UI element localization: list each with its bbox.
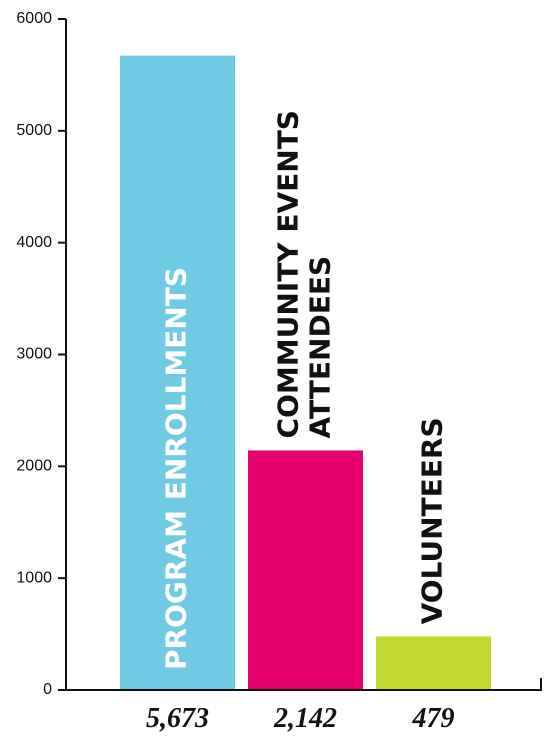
category-label-1: PROGRAM ENROLLMENTS xyxy=(160,267,193,670)
y-ticks-layer: 0 1000 2000 3000 4000 5000 6000 xyxy=(16,10,66,698)
value-label-2: 2,142 xyxy=(273,703,337,734)
bar-2 xyxy=(248,450,363,690)
y-tick-label-4000: 4000 xyxy=(16,234,52,251)
y-tick-label-1000: 1000 xyxy=(16,569,52,586)
bar-3 xyxy=(376,636,491,690)
y-tick-label-5000: 5000 xyxy=(16,122,52,139)
category-label-2: COMMUNITY EVENTS ATTENDEES xyxy=(272,110,337,438)
value-labels-layer: 5,673 2,142 479 xyxy=(146,703,455,734)
category-label-2-line-1: COMMUNITY EVENTS xyxy=(272,110,305,438)
category-labels-layer: PROGRAM ENROLLMENTS COMMUNITY EVENTS ATTEN… xyxy=(160,110,449,670)
y-tick-label-3000: 3000 xyxy=(16,346,52,363)
category-label-3-line-1: VOLUNTEERS xyxy=(416,417,449,624)
bar-1 xyxy=(120,55,235,690)
value-label-1: 5,673 xyxy=(146,703,209,734)
value-label-3: 479 xyxy=(412,703,455,734)
category-label-1-line-1: PROGRAM ENROLLMENTS xyxy=(160,267,193,670)
y-tick-label-0: 0 xyxy=(43,681,52,698)
category-label-2-line-2: ATTENDEES xyxy=(304,256,337,439)
y-tick-label-2000: 2000 xyxy=(16,458,52,475)
category-label-3: VOLUNTEERS xyxy=(416,417,449,624)
bars-layer xyxy=(120,55,491,690)
y-tick-label-6000: 6000 xyxy=(16,10,52,27)
